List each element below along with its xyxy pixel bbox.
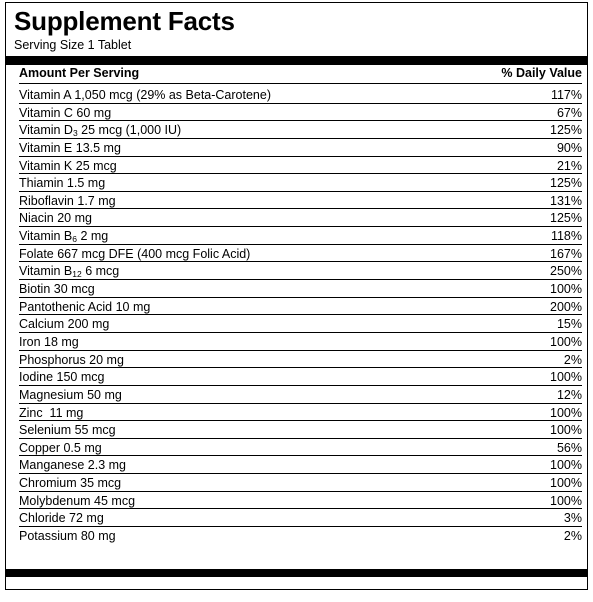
nutrient-row: Potassium 80 mg 2% xyxy=(19,527,582,545)
daily-value: 100% xyxy=(550,493,582,508)
panel-title: Supplement Facts xyxy=(14,6,235,36)
nutrient-name-prefix: Vitamin B xyxy=(19,229,73,244)
nutrient-row: Thiamin 1.5 mg 125% xyxy=(19,174,582,192)
nutrient-name-prefix: Vitamin B xyxy=(19,264,73,279)
daily-value: 100% xyxy=(550,405,582,420)
top-thick-rule xyxy=(6,56,587,65)
nutrient-name: Molybdenum 45 mcg xyxy=(19,493,136,508)
nutrient-subscript: 12 xyxy=(72,269,82,280)
daily-value: 15% xyxy=(556,317,582,332)
daily-value: 125% xyxy=(550,211,582,226)
nutrient-name: Pantothenic Acid 10 mg xyxy=(19,299,151,314)
nutrient-row: Vitamin E 13.5 mg 90% xyxy=(19,139,582,157)
daily-value: 100% xyxy=(550,334,582,349)
nutrient-row: Vitamin D3 25 mcg (1,000 IU) 125% xyxy=(19,121,582,139)
nutrient-name: Vitamin C 60 mg xyxy=(19,105,112,120)
nutrient-list: Vitamin A 1,050 mcg (29% as Beta-Caroten… xyxy=(19,86,582,545)
nutrient-name-prefix: Vitamin D xyxy=(19,123,73,138)
nutrient-name: Copper 0.5 mg xyxy=(19,440,102,455)
nutrient-row: Folate 667 mcg DFE (400 mcg Folic Acid) 1… xyxy=(19,245,582,263)
nutrient-row: Molybdenum 45 mcg 100% xyxy=(19,492,582,510)
nutrient-name: Vitamin B12 6 mcg xyxy=(19,263,119,280)
nutrient-row: Chloride 72 mg 3% xyxy=(19,509,582,528)
nutrient-row: Iron 18 mg 100% xyxy=(19,333,582,351)
nutrient-name: Thiamin 1.5 mg xyxy=(19,176,106,191)
nutrient-name: Vitamin E 13.5 mg xyxy=(19,140,121,155)
nutrient-name-suffix: 25 mcg (1,000 IU) xyxy=(77,123,182,138)
nutrient-name: Biotin 30 mcg xyxy=(19,282,95,297)
nutrient-row: Vitamin K 25 mcg 21% xyxy=(19,157,582,175)
nutrient-name: Iron 18 mg xyxy=(19,334,79,349)
daily-value: 100% xyxy=(550,458,582,473)
nutrient-row: Biotin 30 mcg 100% xyxy=(19,280,582,298)
nutrient-row: Magnesium 50 mg 12% xyxy=(19,386,582,404)
nutrient-row: Phosphorus 20 mg 2% xyxy=(19,351,582,369)
daily-value: 21% xyxy=(556,158,582,173)
nutrient-name: Phosphorus 20 mg xyxy=(19,352,124,367)
nutrient-name-suffix: 6 mcg xyxy=(81,264,120,279)
nutrient-row: Niacin 20 mg 125% xyxy=(19,209,582,228)
nutrient-row: Chromium 35 mcg 100% xyxy=(19,474,582,492)
column-header-row: Amount Per Serving % Daily Value xyxy=(19,64,582,84)
nutrient-row: Vitamin B12 6 mcg 250% xyxy=(19,262,582,281)
amount-per-serving-header: Amount Per Serving xyxy=(19,66,140,80)
nutrient-row: Manganese 2.3 mg 100% xyxy=(19,456,582,475)
nutrient-row: Copper 0.5 mg 56% xyxy=(19,439,582,457)
nutrient-row: Selenium 55 mcg 100% xyxy=(19,421,582,439)
daily-value: 56% xyxy=(556,440,582,455)
nutrient-row: Riboflavin 1.7 mg 131% xyxy=(19,192,582,210)
daily-value: 125% xyxy=(550,123,582,138)
supplement-facts-panel: Supplement Facts Serving Size 1 Tablet A… xyxy=(5,2,588,590)
nutrient-name: Folate 667 mcg DFE (400 mcg Folic Acid) xyxy=(19,246,251,261)
nutrient-name: Zinc 11 mg xyxy=(19,405,84,420)
nutrient-row: Vitamin C 60 mg 67% xyxy=(19,104,582,122)
nutrient-name: Iodine 150 mcg xyxy=(19,370,105,385)
nutrient-name: Vitamin A 1,050 mcg (29% as Beta-Caroten… xyxy=(19,88,271,102)
nutrient-name: Magnesium 50 mg xyxy=(19,387,122,402)
daily-value: 2% xyxy=(563,529,582,544)
nutrient-subscript: 3 xyxy=(72,128,78,139)
nutrient-name-suffix: 2 mg xyxy=(77,229,109,244)
nutrient-name: Vitamin B6 2 mg xyxy=(19,228,108,245)
nutrient-name: Riboflavin 1.7 mg xyxy=(19,193,116,208)
daily-value: 100% xyxy=(550,282,582,297)
daily-value: 2% xyxy=(563,352,582,367)
nutrient-name: Vitamin D3 25 mcg (1,000 IU) xyxy=(19,122,181,139)
daily-value: 100% xyxy=(550,476,582,491)
serving-size: Serving Size 1 Tablet xyxy=(14,38,132,52)
nutrient-name: Chromium 35 mcg xyxy=(19,476,122,491)
daily-value: 67% xyxy=(556,105,582,120)
nutrient-name: Calcium 200 mg xyxy=(19,317,110,332)
daily-value-header: % Daily Value xyxy=(501,66,582,80)
nutrient-name: Niacin 20 mg xyxy=(19,211,92,226)
daily-value: 100% xyxy=(550,370,582,385)
daily-value: 100% xyxy=(550,423,582,438)
daily-value: 125% xyxy=(550,176,582,191)
nutrient-row: Zinc 11 mg 100% xyxy=(19,404,582,422)
daily-value: 200% xyxy=(550,299,582,314)
daily-value: 117% xyxy=(550,88,582,102)
nutrient-row: Vitamin A 1,050 mcg (29% as Beta-Caroten… xyxy=(19,86,582,104)
nutrient-name: Chloride 72 mg xyxy=(19,511,104,526)
nutrient-name: Potassium 80 mg xyxy=(19,529,116,544)
daily-value: 12% xyxy=(556,387,582,402)
nutrient-row: Calcium 200 mg 15% xyxy=(19,315,582,333)
nutrient-subscript: 6 xyxy=(72,234,77,245)
bottom-thick-rule xyxy=(6,569,587,577)
nutrient-name: Selenium 55 mcg xyxy=(19,423,116,438)
daily-value: 3% xyxy=(563,511,582,526)
daily-value: 250% xyxy=(550,264,582,279)
nutrient-name: Vitamin K 25 mcg xyxy=(19,158,117,173)
daily-value: 118% xyxy=(550,229,582,244)
nutrient-row: Vitamin B6 2 mg 118% xyxy=(19,227,582,245)
nutrient-name: Manganese 2.3 mg xyxy=(19,458,127,473)
daily-value: 167% xyxy=(550,246,582,261)
nutrient-row: Iodine 150 mcg 100% xyxy=(19,368,582,386)
daily-value: 90% xyxy=(556,140,582,155)
nutrient-row: Pantothenic Acid 10 mg 200% xyxy=(19,298,582,316)
daily-value: 131% xyxy=(550,193,582,208)
